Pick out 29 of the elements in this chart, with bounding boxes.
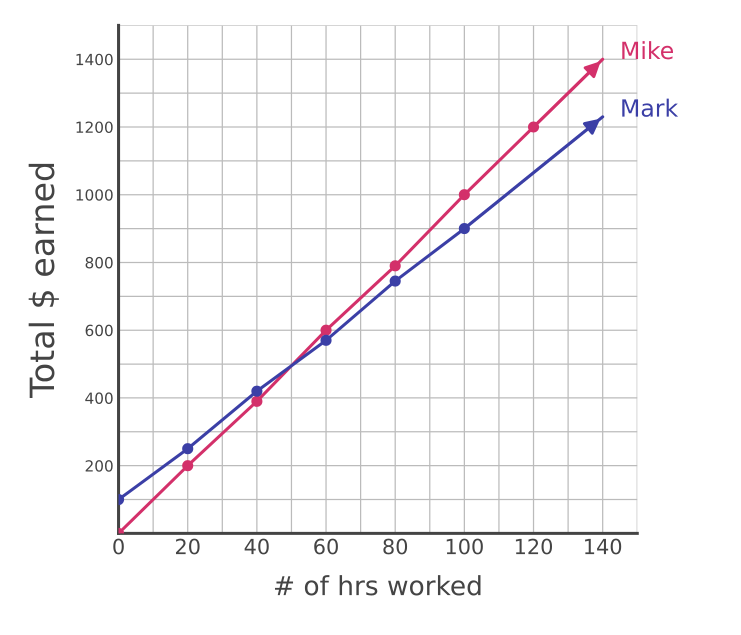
x-tick-label: 60 xyxy=(314,538,338,554)
point xyxy=(458,189,470,200)
y-tick-label: 200 xyxy=(86,460,113,472)
series-label: Mike xyxy=(622,41,673,60)
point xyxy=(320,334,332,346)
x-tick-label: 20 xyxy=(176,538,200,554)
line-series xyxy=(118,58,604,534)
y-tick-label: 600 xyxy=(86,324,113,336)
x-tick-label: 80 xyxy=(383,538,408,554)
y-axis-title: Total $ earned xyxy=(28,164,59,398)
x-tick-label: 40 xyxy=(244,538,269,554)
x-tick-label: 100 xyxy=(446,538,483,554)
point xyxy=(182,460,194,472)
y-tick-label: 1000 xyxy=(76,189,113,201)
point xyxy=(320,324,332,336)
point xyxy=(390,276,401,287)
series-label: Mark xyxy=(622,98,678,117)
y-tick-label: 1200 xyxy=(76,121,113,134)
point xyxy=(390,260,401,272)
y-tick-label: 400 xyxy=(85,392,113,404)
x-tick-label: 0 xyxy=(113,538,124,554)
y-tick-label: 1400 xyxy=(76,54,113,66)
point xyxy=(182,443,194,454)
x-tick-label: 140 xyxy=(585,538,622,554)
y-tick-label: 800 xyxy=(86,256,113,268)
point xyxy=(251,386,262,397)
point xyxy=(251,396,262,407)
x-tick-label: 120 xyxy=(516,538,552,554)
x-axis-title: # of hrs worked xyxy=(274,575,480,596)
